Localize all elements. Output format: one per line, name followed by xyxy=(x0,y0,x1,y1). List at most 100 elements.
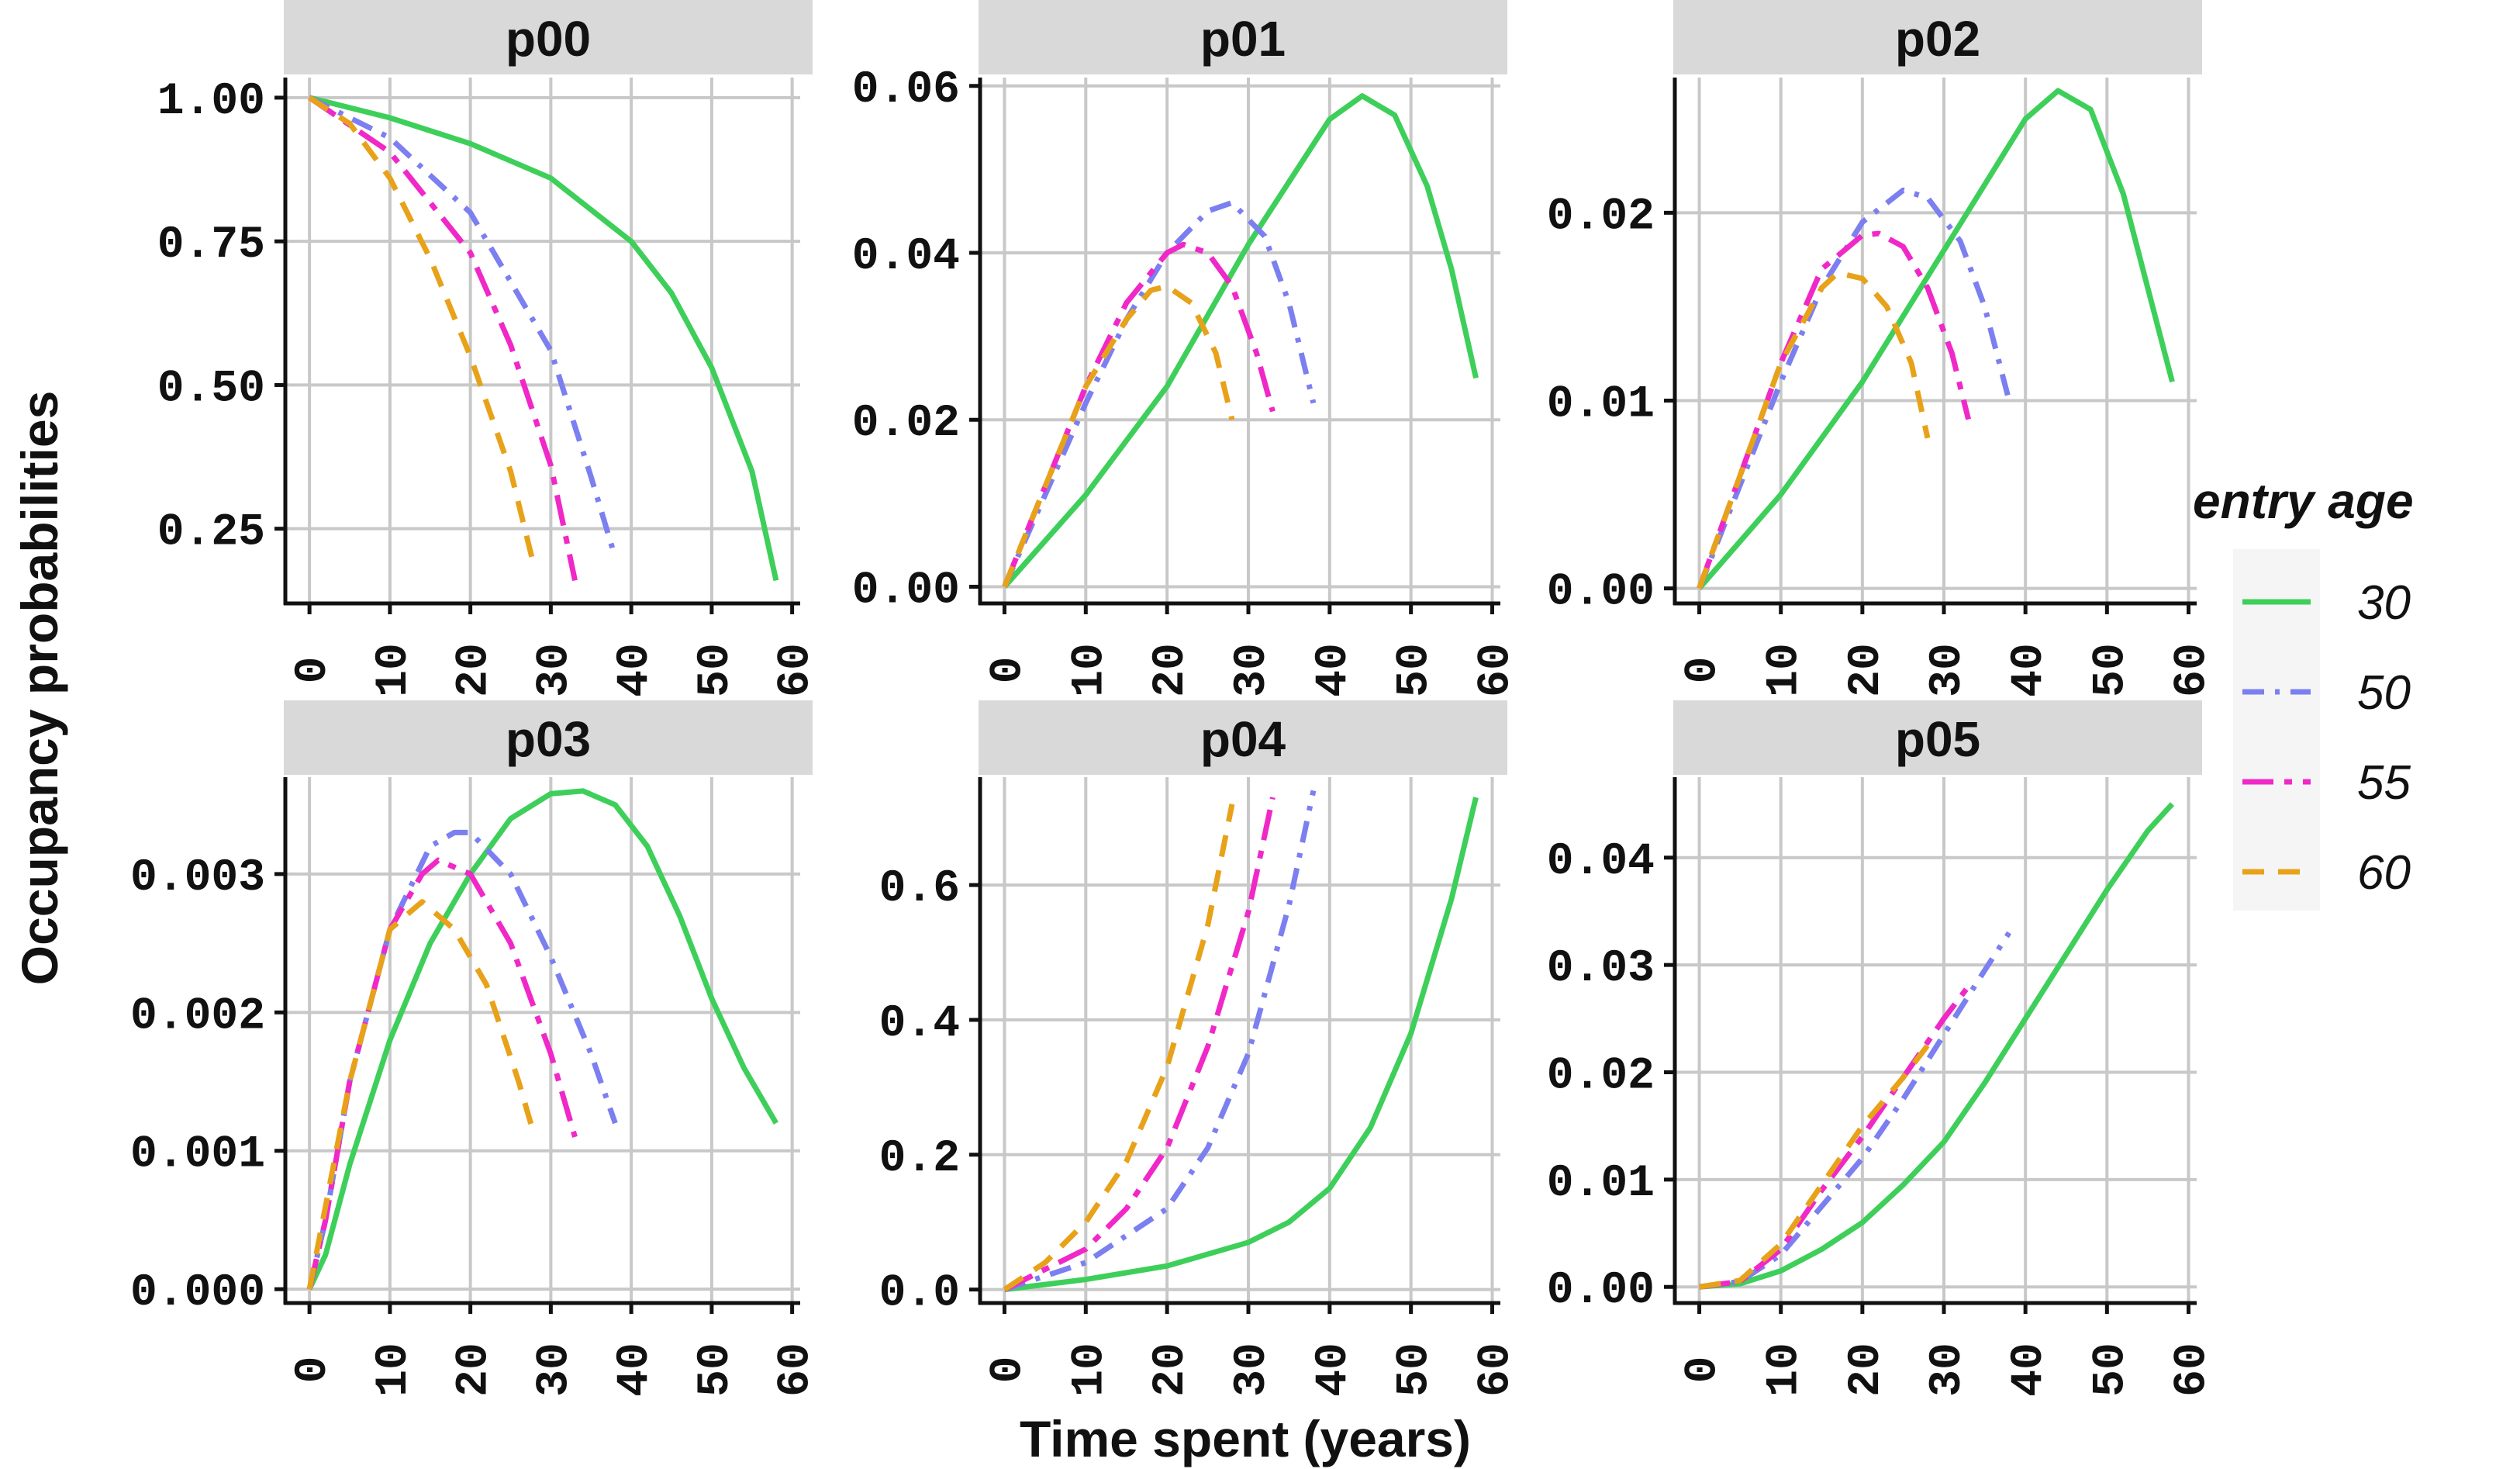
facet-strip-label: p05 xyxy=(1895,711,1980,767)
series-line-30 xyxy=(1699,802,2175,1290)
series-line-60 xyxy=(1002,283,1235,588)
facet-p04: p04 0.0 0.2 0.4 0.6 0 10 20 30 40 50 60 xyxy=(879,700,1522,1397)
y-tick-label: 1.00 xyxy=(157,77,265,127)
y-tick-label: 0.001 xyxy=(130,1130,265,1180)
series-line-55 xyxy=(308,95,578,582)
x-tick-label: 50 xyxy=(2086,643,2136,697)
series-line-50 xyxy=(1003,790,1317,1292)
y-tick-label: 0.00 xyxy=(1547,568,1655,618)
series-line-55 xyxy=(1003,797,1276,1292)
x-tick-label: 0 xyxy=(1679,1357,1729,1384)
series-line-55 xyxy=(306,857,578,1290)
x-tick-label: 20 xyxy=(1842,643,1892,697)
y-tick-label: 0.00 xyxy=(852,565,960,616)
series-line-60 xyxy=(1698,1043,1930,1290)
x-tick-label: 40 xyxy=(1309,643,1359,697)
x-tick-label: 60 xyxy=(772,643,822,697)
x-tick-label: 60 xyxy=(2167,643,2218,697)
x-tick-label: 50 xyxy=(1390,1343,1441,1397)
y-tick-label: 0.25 xyxy=(157,508,265,558)
facet-strip xyxy=(979,700,1507,775)
x-tick-label: 50 xyxy=(2086,1343,2136,1397)
x-tick-label: 50 xyxy=(1390,643,1441,697)
x-tick-label: 40 xyxy=(2004,643,2055,697)
y-tick-label: 0.6 xyxy=(879,864,960,914)
x-tick-label: 40 xyxy=(610,643,661,697)
series-line-30 xyxy=(306,788,778,1291)
x-tick-label: 20 xyxy=(1146,1343,1196,1397)
y-tick-label: 0.2 xyxy=(879,1134,960,1184)
facet-strip-label: p02 xyxy=(1895,11,1980,67)
series-line-55 xyxy=(1699,984,1971,1290)
x-tick-label: 20 xyxy=(450,643,500,697)
y-tick-label: 0.4 xyxy=(879,999,960,1049)
x-tick-label: 30 xyxy=(1923,1343,1973,1397)
y-tick-label: 0.75 xyxy=(157,220,265,271)
x-tick-label: 40 xyxy=(610,1343,661,1397)
y-tick-label: 0.000 xyxy=(130,1268,265,1319)
x-tick-label: 20 xyxy=(1146,643,1196,697)
y-tick-label: 0.06 xyxy=(852,65,960,116)
series-line-50 xyxy=(308,95,618,558)
y-axis-title: Occupancy probabilities xyxy=(11,391,68,986)
y-tick-label: 0.03 xyxy=(1547,944,1655,994)
facet-strip xyxy=(284,0,813,74)
series-line-30 xyxy=(1697,88,2175,590)
x-tick-label: 30 xyxy=(1923,643,1973,697)
x-tick-label: 50 xyxy=(691,643,741,697)
y-tick-label: 0.003 xyxy=(130,853,265,904)
x-tick-label: 10 xyxy=(1065,1343,1115,1397)
series-line-50 xyxy=(1002,199,1317,588)
y-tick-label: 0.02 xyxy=(1547,1052,1655,1102)
y-tick-label: 0.01 xyxy=(1547,379,1655,430)
series-line-60 xyxy=(308,95,537,570)
x-tick-label: 0 xyxy=(288,657,339,684)
x-tick-label: 40 xyxy=(1309,1343,1359,1397)
legend-key-box xyxy=(2233,549,2320,911)
legend-title: entry age xyxy=(2193,473,2414,529)
legend-label-50: 50 xyxy=(2357,666,2411,720)
facet-strip-label: p00 xyxy=(506,11,591,67)
x-tick-label: 0 xyxy=(983,657,1034,684)
series-line-30 xyxy=(1002,93,1479,589)
x-tick-label: 30 xyxy=(530,643,580,697)
y-tick-label: 0.01 xyxy=(1547,1159,1655,1209)
y-tick-label: 0.002 xyxy=(130,991,265,1042)
x-tick-label: 60 xyxy=(1472,643,1522,697)
facet-strip-label: p01 xyxy=(1200,11,1286,67)
legend-label-30: 30 xyxy=(2357,576,2411,630)
x-axis-title: Time spent (years) xyxy=(1020,1410,1471,1467)
series-line-30 xyxy=(309,95,779,582)
x-tick-label: 30 xyxy=(1227,643,1278,697)
facet-p00: p00 0.25 0.50 0.75 1.00 0 10 20 30 40 50 60 xyxy=(157,0,822,697)
x-tick-label: 10 xyxy=(1760,643,1811,697)
legend-label-60: 60 xyxy=(2357,846,2411,900)
series-line-60 xyxy=(1697,270,1931,589)
x-tick-label: 10 xyxy=(1760,1343,1811,1397)
x-tick-label: 30 xyxy=(530,1343,580,1397)
facet-strip xyxy=(1673,0,2202,74)
y-tick-label: 0.02 xyxy=(1547,192,1655,242)
x-tick-label: 0 xyxy=(1679,657,1729,684)
facet-p01: p01 0.00 0.02 0.04 0.06 0 10 20 30 40 50 60 xyxy=(852,0,1522,697)
series-line-60 xyxy=(306,899,537,1290)
facet-strip-label: p04 xyxy=(1200,711,1286,767)
x-tick-label: 60 xyxy=(2167,1343,2218,1397)
series-line-50 xyxy=(1699,931,2012,1290)
x-tick-label: 0 xyxy=(288,1357,339,1384)
y-tick-label: 0.0 xyxy=(879,1269,960,1319)
x-tick-label: 10 xyxy=(369,643,419,697)
y-tick-label: 0.02 xyxy=(852,399,960,449)
series-line-55 xyxy=(1002,241,1276,588)
y-tick-label: 0.04 xyxy=(1547,837,1655,887)
facet-p05: p05 0.00 0.01 0.02 0.03 0.04 0 10 20 30 40 50 60 xyxy=(1547,700,2218,1397)
x-tick-label: 0 xyxy=(983,1357,1034,1384)
facet-strip xyxy=(979,0,1507,74)
series-line-60 xyxy=(1003,804,1235,1292)
legend: entry age 30 50 55 60 xyxy=(2193,473,2414,911)
legend-label-55: 55 xyxy=(2357,756,2411,810)
x-tick-label: 60 xyxy=(1472,1343,1522,1397)
y-tick-label: 0.04 xyxy=(852,232,960,282)
x-tick-label: 10 xyxy=(369,1343,419,1397)
